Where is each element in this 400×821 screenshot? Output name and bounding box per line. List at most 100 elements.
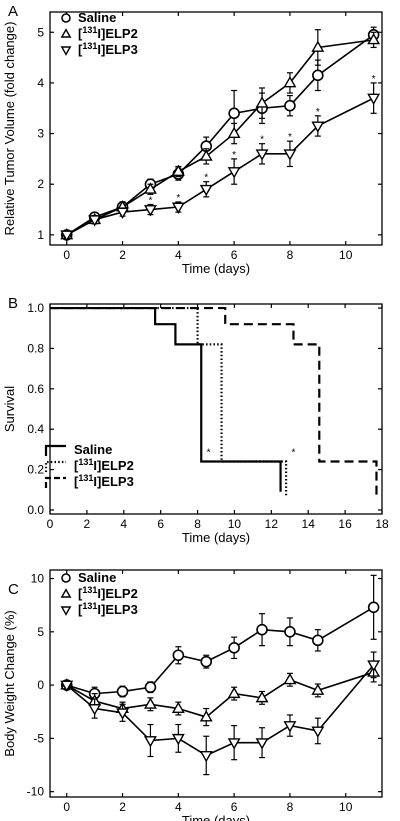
plot-frame xyxy=(49,569,383,798)
data-point-8 xyxy=(284,626,296,638)
data-point-9 xyxy=(312,634,324,647)
legend-isotope: 131 xyxy=(82,601,97,611)
x-tick-label: 16 xyxy=(338,517,352,531)
legend-line xyxy=(44,476,66,488)
legend-marker xyxy=(61,13,71,23)
legend-label: [131I]ELP2 xyxy=(74,457,134,473)
panel-letter-b: B xyxy=(8,295,18,312)
legend-item: [131I]ELP3 xyxy=(44,473,134,489)
legend-marker xyxy=(60,606,72,616)
y-tick-label: 0.8 xyxy=(27,341,44,355)
y-tick-label: -10 xyxy=(27,785,45,799)
significance-star: * xyxy=(176,193,180,204)
x-tick-label: 8 xyxy=(287,248,294,262)
data-point-6 xyxy=(227,738,241,750)
x-axis-label: Time (days) xyxy=(182,813,250,821)
y-tick-label: 0.0 xyxy=(27,503,44,517)
data-point-4 xyxy=(171,701,185,713)
legend-item: Saline xyxy=(44,442,112,457)
legend: Saline[131I]ELP2[131I]ELP3 xyxy=(60,10,138,57)
series-2 xyxy=(60,29,381,240)
plot-frame xyxy=(49,11,383,246)
y-tick-label: 4 xyxy=(37,76,44,90)
x-tick-label: 6 xyxy=(157,517,164,531)
x-tick-label: 10 xyxy=(339,800,353,814)
panel-c: C 0 2 4 6 8 10 -10 -5 0 5 10 Time (days) Body Weight … xyxy=(2,569,383,821)
legend-series-name: I]ELP3 xyxy=(97,602,137,617)
legend-item: [131I]ELP2 xyxy=(60,25,138,41)
legend-isotope: 131 xyxy=(82,585,97,595)
data-point-3 xyxy=(143,205,157,217)
x-tick-label: 18 xyxy=(375,517,389,531)
data-point-4 xyxy=(171,164,185,177)
series-line xyxy=(66,664,375,757)
data-point-7 xyxy=(255,149,269,161)
data-point-8 xyxy=(283,75,297,88)
x-tick-label: 4 xyxy=(175,800,182,814)
legend-label: Saline xyxy=(78,570,116,585)
data-point-8 xyxy=(283,721,297,733)
legend-marker xyxy=(60,588,72,598)
y-tick-label: 5 xyxy=(37,625,44,639)
x-axis-label: Time (days) xyxy=(182,530,250,545)
x-tick-label: 4 xyxy=(175,248,182,262)
legend-label: [131I]ELP3 xyxy=(74,473,134,489)
significance-star: * xyxy=(316,107,320,118)
significance-star: * xyxy=(148,195,152,206)
y-tick-label: -5 xyxy=(33,731,44,745)
x-tick-label: 0 xyxy=(63,800,70,814)
legend-label: [131I]ELP2 xyxy=(78,585,138,601)
data-point-3 xyxy=(143,697,157,709)
x-tick-label: 0 xyxy=(47,517,54,531)
legend-isotope: 131 xyxy=(78,457,93,467)
data-point-7 xyxy=(255,96,269,108)
data-point-1 xyxy=(88,215,102,227)
legend-series-name: I]ELP3 xyxy=(93,474,133,489)
legend-marker xyxy=(60,46,72,56)
x-axis-label: Time (days) xyxy=(182,261,250,276)
series-line xyxy=(66,34,375,236)
data-point-7 xyxy=(255,690,269,703)
y-axis-label: Body Weight Change (%) xyxy=(2,610,17,756)
data-point-9 xyxy=(311,121,325,133)
y-tick-label: 0.2 xyxy=(27,463,44,477)
data-point-4 xyxy=(171,202,185,214)
data-point-4 xyxy=(172,649,185,662)
y-axis-label: Survival xyxy=(2,386,17,432)
legend-label: [131I]ELP3 xyxy=(78,41,138,57)
data-point-9 xyxy=(311,726,325,738)
series-1 xyxy=(60,574,380,701)
x-tick-label: 2 xyxy=(119,800,126,814)
legend-item: [131I]ELP2 xyxy=(44,457,134,473)
data-point-3 xyxy=(143,736,157,748)
legend-item: Saline xyxy=(61,570,116,585)
significance-star: * xyxy=(207,447,211,458)
legend-label: [131I]ELP3 xyxy=(78,601,138,617)
legend-line xyxy=(44,444,66,456)
data-point-2 xyxy=(116,685,129,698)
data-point-10 xyxy=(367,93,381,106)
x-tick-label: 6 xyxy=(231,800,238,814)
y-tick-label: 0.6 xyxy=(27,382,44,396)
data-point-0 xyxy=(60,230,74,242)
plot-frame xyxy=(49,303,383,515)
significance-star: * xyxy=(232,150,236,161)
data-point-8 xyxy=(284,99,296,112)
legend-item: [131I]ELP3 xyxy=(60,601,138,617)
x-tick-label: 2 xyxy=(84,517,91,531)
legend-item: [131I]ELP3 xyxy=(60,41,138,57)
data-point-5 xyxy=(199,184,213,197)
data-point-2 xyxy=(116,207,129,219)
series-1 xyxy=(50,306,282,492)
significance-star: * xyxy=(292,447,296,458)
panel-b: B 0 2 4 6 8 10 12 14 16 18 0.0 0.2 0.4 0.6 0.8 1.0 Time (… xyxy=(2,295,389,545)
data-point-3 xyxy=(143,182,157,194)
legend-marker xyxy=(61,573,71,583)
legend-label: Saline xyxy=(74,442,112,457)
legend-line xyxy=(44,460,66,472)
data-point-5 xyxy=(199,750,213,763)
data-point-10 xyxy=(367,660,381,672)
legend: Saline[131I]ELP2[131I]ELP3 xyxy=(44,442,134,489)
y-tick-label: 0 xyxy=(37,678,44,692)
data-point-6 xyxy=(228,107,240,120)
